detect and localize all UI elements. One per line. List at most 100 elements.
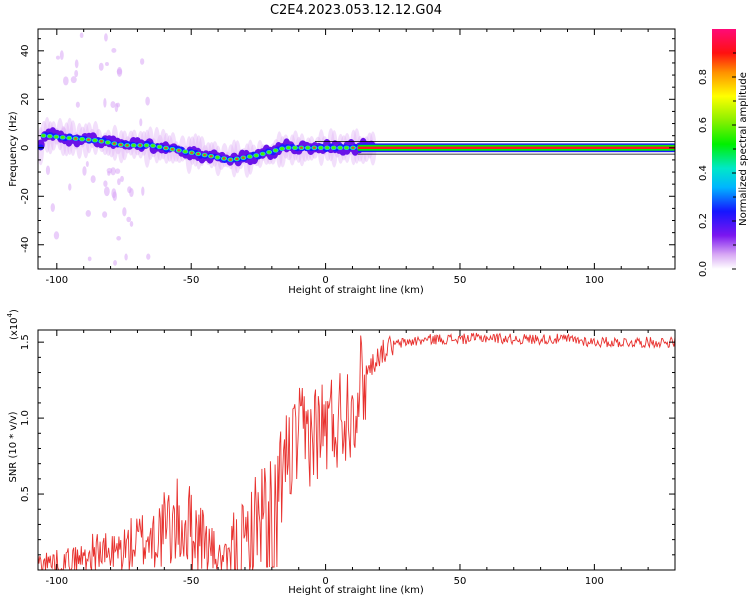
noise-blob [113, 260, 118, 266]
spectral-peak [131, 143, 136, 147]
noise-blob [120, 175, 124, 183]
noise-blob [116, 66, 123, 77]
y-tick-label: -20 [20, 188, 31, 204]
colorbar-tick-label: 0.6 [698, 117, 709, 133]
spectral-peak [119, 143, 122, 146]
spectral-peak [215, 155, 220, 159]
x-tick-label: -50 [183, 576, 199, 587]
noise-blob [53, 231, 60, 240]
spectral-peak [144, 143, 149, 147]
snr-marks [38, 332, 675, 570]
y-tick-label: -40 [20, 237, 31, 253]
x-tick-label: 100 [585, 275, 604, 286]
noise-blob [59, 50, 64, 61]
spectral-peak [196, 152, 200, 155]
spectral-peak [92, 138, 97, 142]
snr-panel: -100 -50 0 50 100 0.5 1.0 1.5 Height of straigh… [6, 309, 676, 596]
spectral-peak [177, 149, 181, 152]
noise-blob [111, 48, 117, 53]
spectral-blob [38, 144, 44, 151]
snr-multiplier: (x104) [6, 309, 20, 340]
noise-blob [104, 33, 108, 42]
spectral-peak [113, 142, 116, 145]
noise-blob [145, 96, 150, 106]
spectral-peak [151, 144, 156, 148]
spectral-peak [267, 150, 272, 154]
svg-text:(x104): (x104) [6, 309, 20, 340]
spectral-peak [229, 158, 232, 161]
y-tick-label: 0 [20, 145, 31, 151]
noise-blob [112, 191, 117, 202]
y-tick-label: 0.5 [20, 486, 31, 502]
noise-blob [139, 118, 143, 127]
snr-frame [37, 329, 676, 571]
spectral-peak [67, 136, 72, 140]
noise-blob [129, 220, 134, 227]
spectral-peak [157, 145, 162, 149]
spectral-peak [54, 135, 59, 139]
noise-blob [105, 62, 109, 67]
spectral-peak [254, 153, 259, 157]
noise-blob [122, 207, 127, 217]
spectral-peak [235, 157, 239, 160]
spectral-peak [338, 146, 343, 150]
noise-blob [115, 168, 121, 174]
spectral-peak [242, 156, 245, 159]
spectral-peak [47, 134, 52, 138]
noise-blob [70, 76, 77, 84]
snr-ylabel: SNR (10 * v/v) [8, 411, 19, 482]
spectral-peak [183, 150, 188, 154]
spectral-peak [164, 147, 168, 150]
noise-blob [103, 98, 107, 108]
colorbar-tick-label: 0.4 [698, 165, 709, 181]
snr-multiplier-exp: 4 [6, 312, 14, 317]
noise-blob [68, 183, 72, 191]
noise-blob [85, 209, 91, 217]
spectral-peak [247, 155, 252, 159]
noise-blob [74, 59, 79, 69]
colorbar-ticks: 0.0 0.2 0.4 0.6 0.8 [698, 52, 736, 277]
spectrogram-ylabel: Frequency (Hz) [8, 111, 19, 187]
noise-blob [50, 203, 55, 212]
noise-blob [98, 62, 104, 71]
x-tick-label: 0 [322, 275, 328, 286]
colorbar: 0.0 0.2 0.4 0.6 0.8 Normalized spectral ampl… [698, 29, 749, 277]
x-tick-label: 0 [322, 576, 328, 587]
spectral-peak [280, 147, 285, 151]
spectral-peak [87, 138, 90, 141]
spectral-peak [318, 146, 323, 150]
noise-blob [124, 253, 128, 261]
x-tick-label: -50 [183, 275, 199, 286]
spectral-peak [273, 148, 278, 152]
spectral-peak [292, 146, 297, 150]
spectral-peak [74, 137, 77, 140]
noise-blob [127, 186, 132, 194]
noise-blob [117, 178, 121, 186]
noise-blob [110, 101, 116, 109]
spectral-peak [325, 146, 330, 150]
x-tick-label: 100 [585, 576, 604, 587]
spectral-peak [260, 152, 265, 156]
noise-blob [79, 32, 84, 39]
colorbar-tick-label: 0.0 [698, 261, 709, 277]
noise-blob [87, 256, 92, 262]
y-tick-label: 20 [20, 93, 31, 106]
spectrogram-panel: -100 -50 0 50 100 -40 -20 0 20 40 Height of strai… [8, 28, 676, 296]
noise-blob [141, 186, 145, 196]
spectral-peak [105, 140, 110, 144]
noise-blob [90, 175, 96, 183]
noise-blob [116, 236, 122, 241]
noise-blob [85, 161, 89, 167]
y-tick-label: 1.0 [20, 410, 31, 426]
spectral-peak [126, 144, 129, 147]
noise-blob [75, 101, 80, 108]
figure-title: C2E4.2023.053.12.12.G04 [270, 3, 442, 18]
spectral-peak [209, 155, 213, 158]
noise-blob [45, 165, 51, 176]
x-tick-label: 50 [454, 576, 467, 587]
spectrogram-axes: -100 -50 0 50 100 -40 -20 0 20 40 [20, 29, 675, 286]
spectral-peak [351, 146, 355, 149]
noise-blob [106, 167, 113, 174]
noise-blob [63, 76, 69, 86]
